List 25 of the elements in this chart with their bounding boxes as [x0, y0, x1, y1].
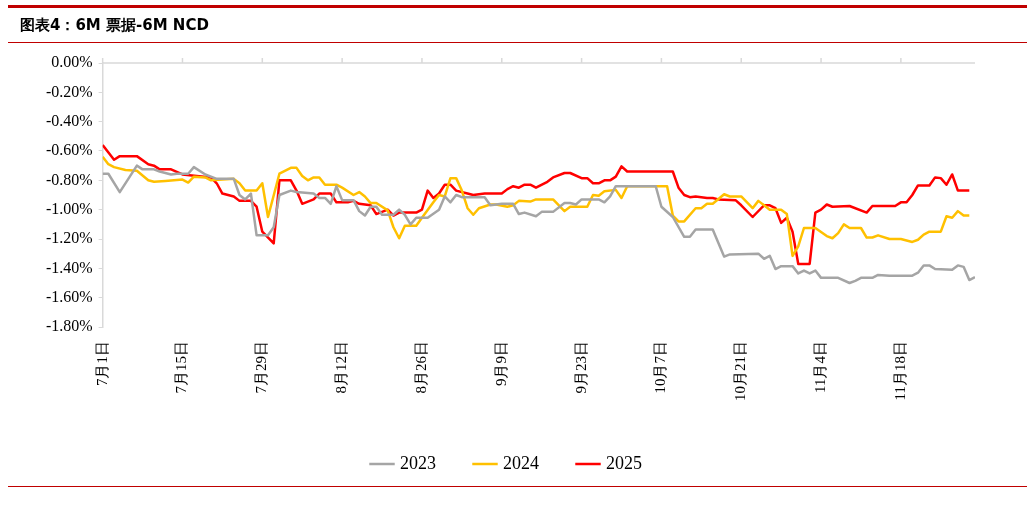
y-tick-label: -0.80%: [46, 170, 93, 188]
x-tick-label: 9月23日: [572, 341, 589, 394]
x-tick-label: 7月29日: [253, 341, 270, 394]
x-tick-label: 7月15日: [173, 341, 190, 394]
x-tick-label: 11月4日: [811, 341, 828, 393]
legend-label: 2023: [400, 452, 436, 473]
y-tick-label: 0.00%: [51, 53, 93, 71]
y-tick-label: -1.60%: [46, 287, 93, 305]
y-tick-label: -1.80%: [46, 317, 93, 335]
chart-title: 图表4：6M 票据-6M NCD: [8, 5, 1027, 43]
y-tick-label: -1.00%: [46, 199, 93, 217]
x-tick-label: 8月12日: [333, 341, 350, 394]
x-tick-label: 8月26日: [412, 341, 429, 394]
y-tick-label: -0.40%: [46, 111, 93, 129]
x-tick-label: 9月9日: [492, 341, 509, 386]
y-tick-label: -1.20%: [46, 229, 93, 247]
legend-label: 2025: [606, 452, 642, 473]
x-tick-label: 11月18日: [891, 341, 908, 401]
legend-label: 2024: [503, 452, 539, 473]
y-tick-label: -0.20%: [46, 82, 93, 100]
y-tick-label: -1.40%: [46, 258, 93, 276]
x-tick-label: 10月7日: [652, 341, 669, 394]
y-tick-label: -0.60%: [46, 141, 93, 159]
x-tick-label: 10月21日: [732, 341, 749, 401]
x-tick-label: 7月1日: [93, 341, 110, 386]
